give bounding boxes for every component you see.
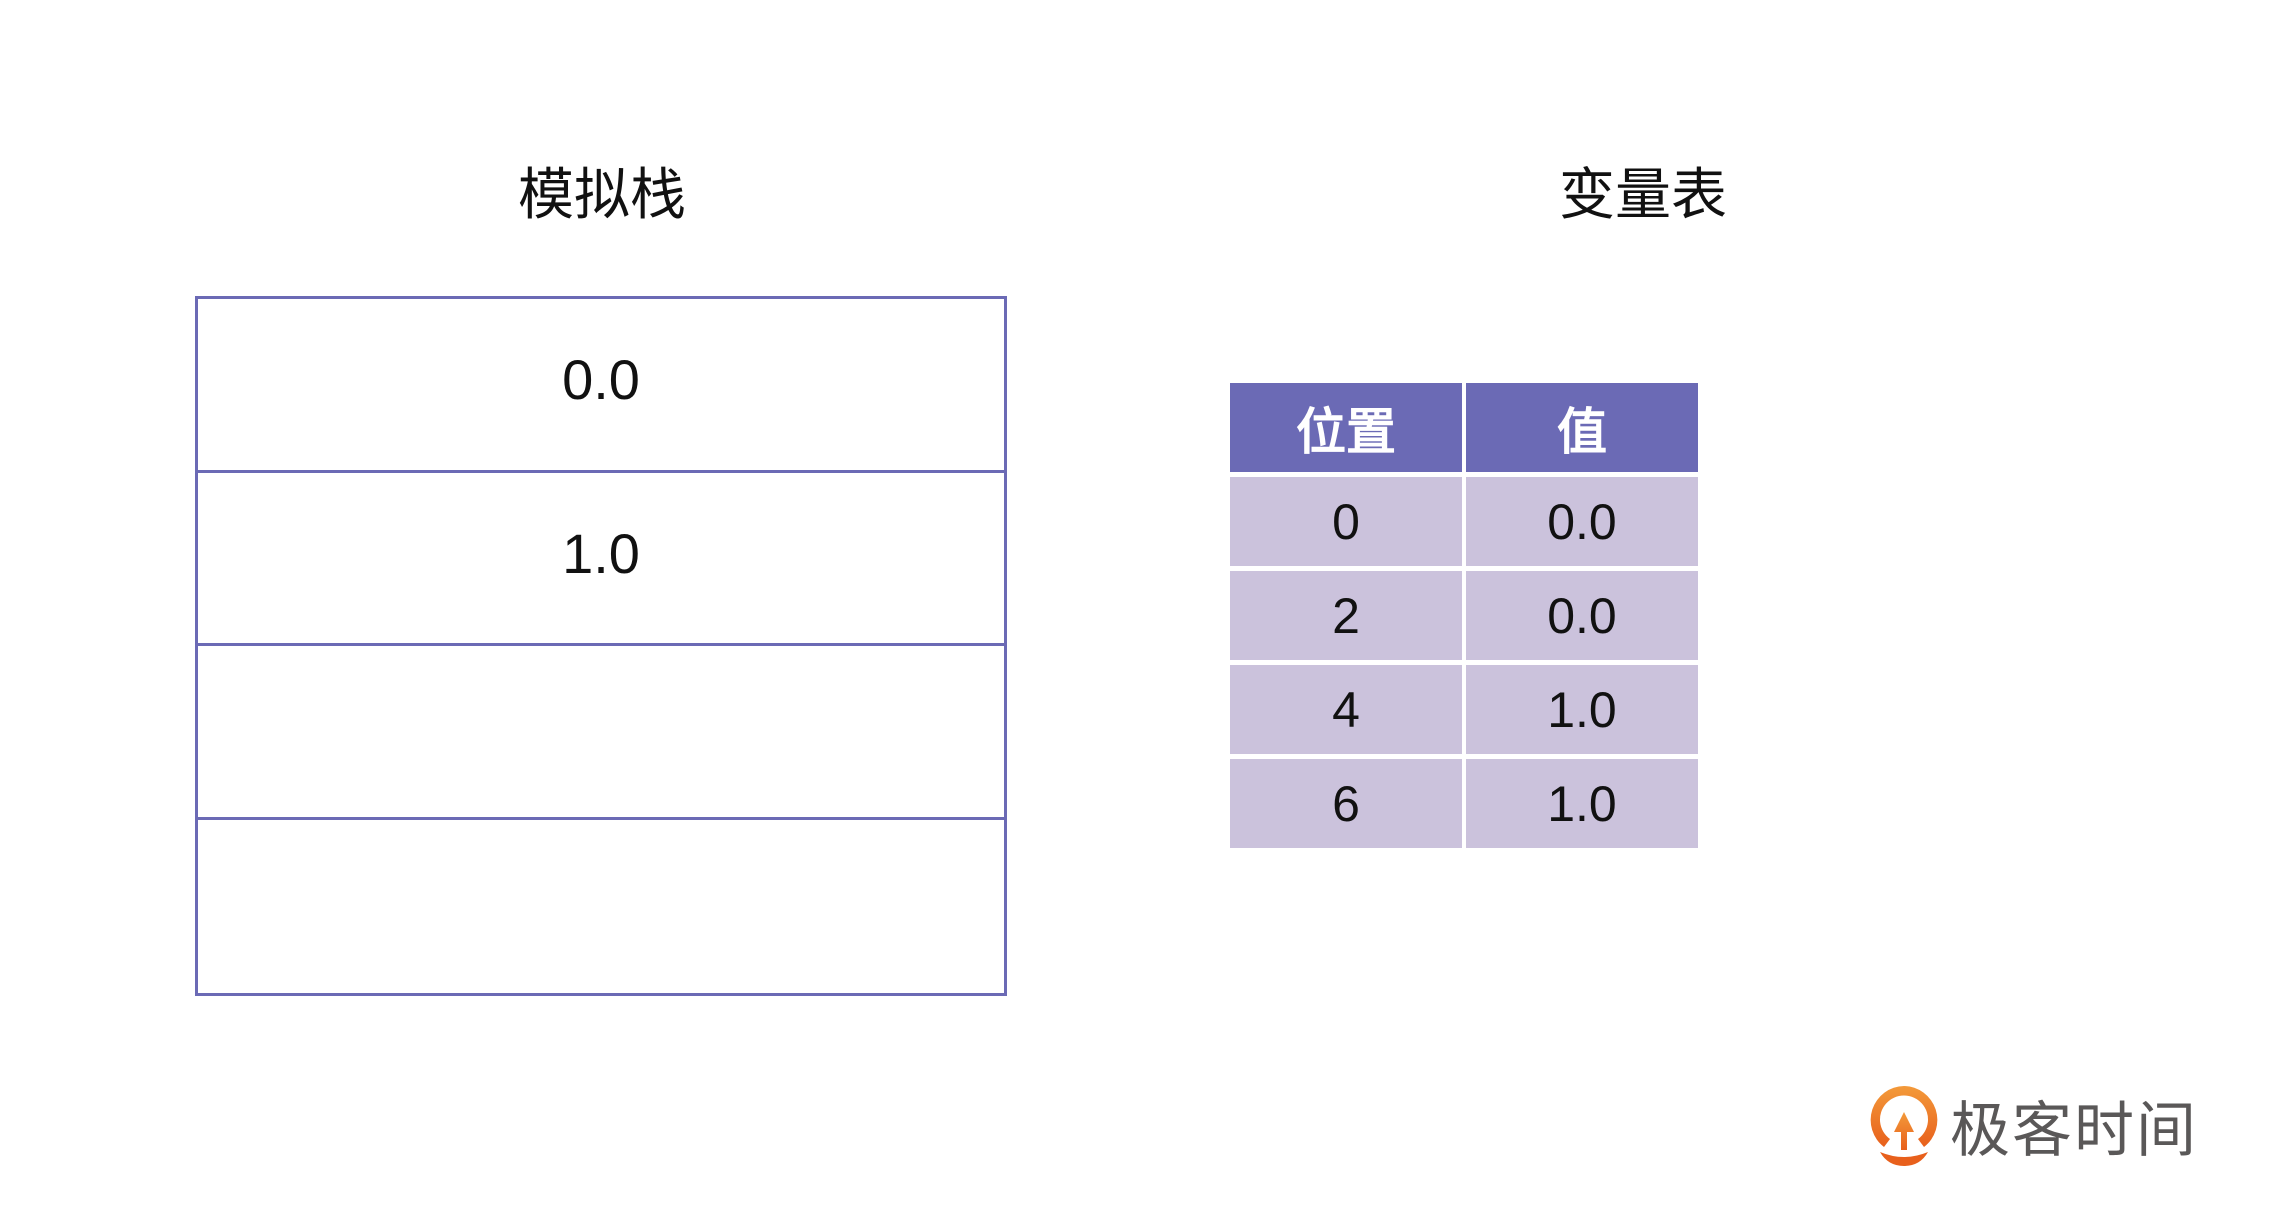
header-position: 位置 [1230,383,1462,472]
header-value: 值 [1466,383,1698,472]
cell-position: 2 [1230,571,1462,660]
cell-position: 0 [1230,477,1462,566]
table-row: 4 1.0 [1230,665,1698,754]
table-row: 0 0.0 [1230,477,1698,566]
cell-value: 1.0 [1466,665,1698,754]
cell-position: 4 [1230,665,1462,754]
stack-slot [198,646,1004,820]
stack-slot: 0.0 [198,299,1004,473]
cell-value: 1.0 [1466,759,1698,848]
cell-position: 6 [1230,759,1462,848]
table-header: 位置 值 [1230,383,1698,472]
geektime-logo: 极客时间 [1868,1082,2198,1169]
cell-value: 0.0 [1466,477,1698,566]
variable-table: 位置 值 0 0.0 2 0.0 4 1.0 6 1.0 [1230,383,1698,853]
simulated-stack: 0.0 1.0 [195,296,1007,996]
logo-text: 极客时间 [1950,1096,2198,1166]
logo-mark-icon [1870,1085,1938,1166]
table-row: 2 0.0 [1230,571,1698,660]
stack-slot: 1.0 [198,473,1004,646]
stack-title: 模拟栈 [518,163,686,228]
cell-value: 0.0 [1466,571,1698,660]
variable-table-title: 变量表 [1559,163,1727,228]
stack-slot [198,820,1004,994]
table-row: 6 1.0 [1230,759,1698,848]
